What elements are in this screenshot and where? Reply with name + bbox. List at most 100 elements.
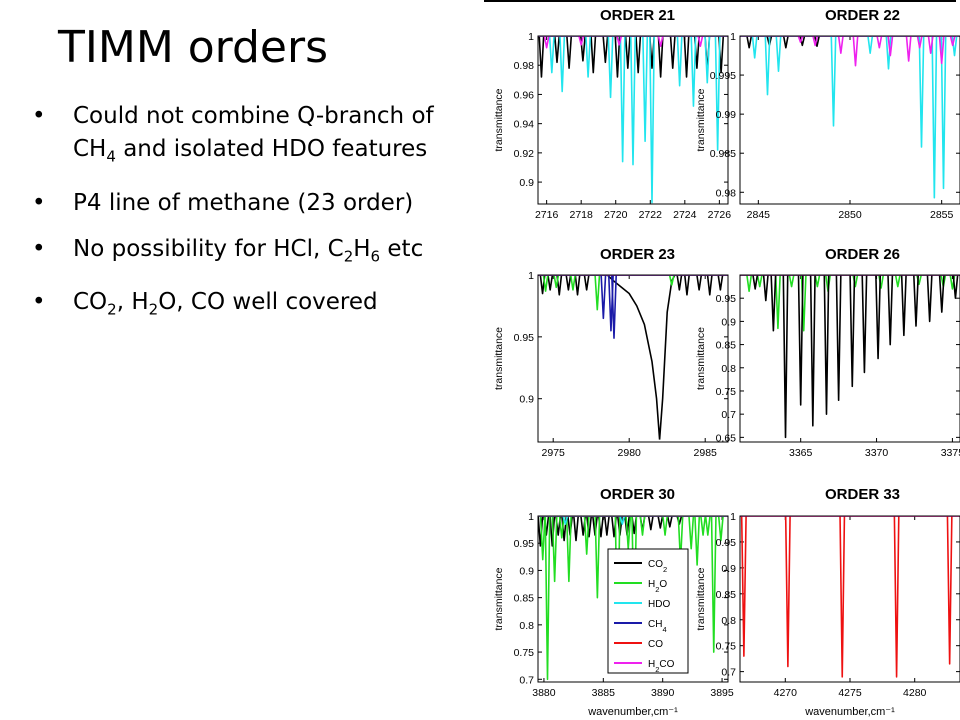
- line-hdo: [619, 516, 626, 525]
- bullet-dot: •: [32, 103, 46, 129]
- y-tick-label: 0.7: [721, 667, 736, 679]
- series-group: [538, 36, 728, 204]
- plot-frame: [739, 274, 960, 443]
- chart-title: ORDER 22: [825, 7, 900, 24]
- line-hdo: [630, 36, 636, 166]
- chart-title: ORDER 30: [600, 486, 675, 503]
- y-tick-label: 0.9: [519, 177, 534, 189]
- y-tick-label: 0.8: [519, 620, 534, 632]
- line-hdo: [764, 36, 771, 96]
- line-co2: [657, 36, 664, 78]
- bullet-item: • CO2, H2O, CO well covered: [32, 286, 477, 327]
- bullet-text: and isolated HDO features: [115, 136, 428, 162]
- line-h2co: [876, 36, 883, 49]
- line-h2o: [551, 516, 558, 583]
- line-h2o: [710, 516, 717, 653]
- x-tick-label: 2726: [708, 209, 732, 221]
- line-co2: [657, 516, 664, 529]
- line-co2: [669, 36, 676, 69]
- x-tick-label: 2985: [694, 447, 718, 459]
- y-tick-label: 0.98: [514, 60, 535, 72]
- y-tick-label: 0.9: [721, 316, 736, 328]
- chart-6: ORDER 33 0.7 0.75 0.8 0.85 0.9 0.95 1 4270 4275 42…: [695, 486, 960, 718]
- slide-title: TIMM orders: [58, 22, 329, 73]
- chart-4: ORDER 26 0.65 0.7 0.75 0.8 0.85 0.9 0.95 3365 337…: [695, 246, 960, 459]
- x-tick-label: 4275: [838, 687, 862, 699]
- bullet-text: No possibility for HCl, C: [73, 235, 344, 262]
- line-h2o: [688, 516, 695, 550]
- x-tick-label: 2716: [535, 209, 559, 221]
- bullet-text: H: [353, 235, 371, 262]
- line-h2o: [704, 516, 711, 536]
- line-h2o: [583, 516, 590, 555]
- x-tick-label: 2975: [542, 447, 566, 459]
- line-co2: [683, 36, 690, 78]
- legend: CO2 H2O HDO CH4 CO H2CO: [607, 548, 689, 674]
- chart-1: ORDER 21 0.9 0.92 0.94 0.96 0.98 1 2716 2718 2720…: [493, 7, 731, 221]
- line-h2o: [565, 516, 572, 583]
- y-axis-label: transmittance: [695, 567, 707, 630]
- plot-area: [538, 275, 728, 442]
- line-hdo: [830, 36, 837, 127]
- x-tick-label: 3880: [532, 687, 556, 699]
- line-co2: [583, 275, 590, 291]
- line-hdo: [548, 36, 555, 74]
- line-h2o: [788, 275, 795, 288]
- bullet-item: • P4 line of methane (23 order): [32, 187, 477, 220]
- x-tick-label: 4270: [774, 687, 798, 699]
- line-h2o: [756, 275, 763, 288]
- line-h2co: [949, 36, 956, 47]
- line-co: [946, 516, 953, 665]
- chart-3: ORDER 23 0.9 0.95 1 2975 2980 2985 transmittanc…: [493, 246, 729, 459]
- line-hdo: [619, 36, 626, 163]
- x-tick-label: 3895: [710, 687, 734, 699]
- line-h2o: [542, 275, 549, 292]
- bullet-dot: •: [32, 235, 46, 262]
- bullet-text: CO: [73, 289, 108, 316]
- bullet-dot: •: [32, 289, 46, 316]
- line-co2: [554, 36, 560, 64]
- line-h2o: [594, 275, 601, 311]
- line-co2: [782, 275, 789, 439]
- x-tick-label: 2718: [570, 209, 594, 221]
- line-h2co: [543, 36, 550, 49]
- line-co2: [952, 275, 959, 299]
- line-h2o: [774, 275, 781, 330]
- series-group: [740, 36, 960, 199]
- line-h2o: [569, 275, 576, 291]
- line-co2: [538, 36, 545, 78]
- line-co2: [797, 275, 804, 406]
- series-group: [740, 275, 960, 439]
- bullet-text: P4 line of methane (23 order): [73, 189, 414, 216]
- line-co2: [861, 275, 868, 374]
- x-tick-label: 4280: [903, 687, 927, 699]
- line-h2o: [894, 275, 901, 288]
- y-tick-label: 0.95: [716, 537, 737, 549]
- line-h2o: [717, 516, 724, 542]
- line-co2: [770, 275, 777, 332]
- line-co2: [913, 275, 919, 327]
- x-tick-label: 3375: [941, 447, 960, 459]
- plot-frame: [537, 35, 729, 205]
- bullet-text: etc: [380, 235, 424, 262]
- x-tick-label: 2722: [639, 209, 663, 221]
- line-co2: [683, 275, 690, 296]
- line-h2co: [927, 36, 934, 54]
- x-tick-label: 3365: [789, 447, 813, 459]
- line-hdo: [649, 36, 655, 204]
- x-tick-label: 3370: [865, 447, 889, 459]
- bullet-text: O, CO well covered: [158, 289, 378, 316]
- chart-title: ORDER 26: [825, 246, 900, 263]
- y-tick-label: 0.65: [716, 432, 737, 444]
- line-h2co: [887, 36, 894, 57]
- line-h2o: [558, 516, 565, 539]
- line-h2o: [639, 516, 646, 536]
- plot-frame: [537, 515, 729, 683]
- line-h2o: [594, 516, 601, 599]
- legend-label: CO2: [648, 559, 667, 574]
- y-tick-label: 0.95: [716, 293, 737, 305]
- line-co2: [574, 275, 581, 296]
- spectra-panel: ORDER 21 0.9 0.92 0.94 0.96 0.98 1 2716 2718 2720…: [484, 0, 960, 718]
- line-ch4: [600, 275, 607, 320]
- x-axis-label: wavenumber,cm⁻¹: [804, 706, 895, 718]
